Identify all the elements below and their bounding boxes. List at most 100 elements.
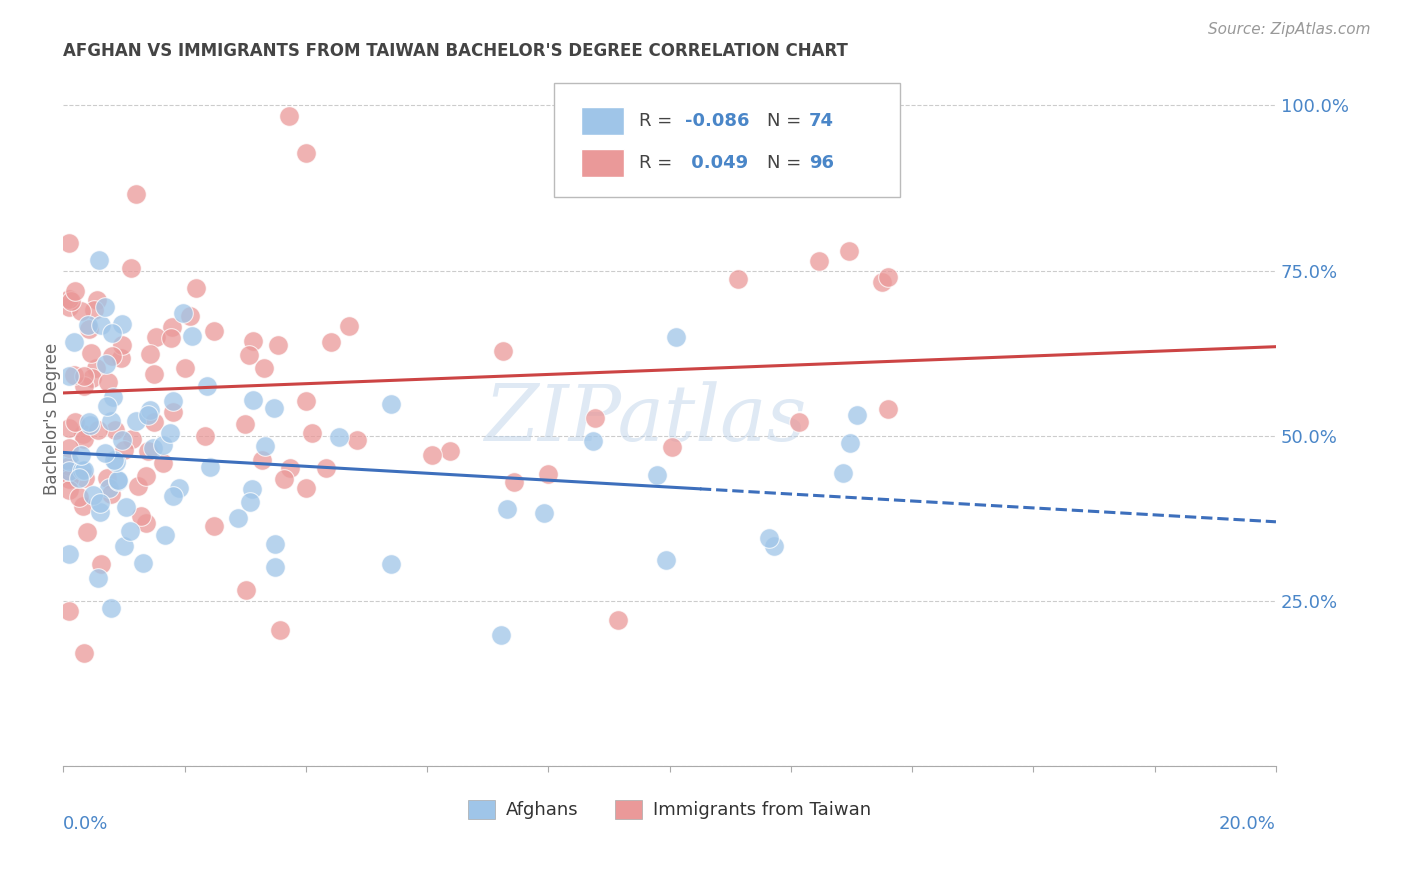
Point — [84, 361, 107, 376]
Point — [120, 524, 142, 538]
Point — [73, 369, 96, 384]
Point — [582, 434, 605, 448]
Point — [253, 360, 276, 375]
Point — [179, 310, 201, 324]
FancyBboxPatch shape — [581, 107, 623, 135]
Point — [76, 525, 98, 540]
Point — [70, 304, 93, 318]
Text: -0.086: -0.086 — [685, 112, 749, 130]
Point — [114, 442, 136, 457]
Point — [72, 500, 94, 514]
Point — [727, 271, 749, 285]
Point — [242, 334, 264, 348]
Point — [97, 481, 120, 495]
Point — [107, 475, 129, 489]
Point — [89, 505, 111, 519]
Point — [665, 330, 688, 344]
FancyBboxPatch shape — [581, 149, 623, 177]
Point — [787, 415, 810, 429]
Point — [80, 345, 103, 359]
Point — [242, 393, 264, 408]
Point — [58, 454, 80, 468]
Point — [254, 439, 277, 453]
Text: R =: R = — [640, 153, 685, 171]
Point — [267, 338, 290, 352]
Point — [67, 471, 90, 485]
Point — [226, 511, 249, 525]
Text: 74: 74 — [808, 112, 834, 130]
Point — [101, 349, 124, 363]
Point — [86, 293, 108, 307]
Point — [496, 502, 519, 516]
Point — [180, 329, 202, 343]
Point — [111, 318, 134, 332]
Point — [97, 375, 120, 389]
Point — [240, 482, 263, 496]
Point — [73, 471, 96, 485]
Point — [58, 604, 80, 618]
Point — [101, 390, 124, 404]
Point — [661, 440, 683, 454]
Text: R =: R = — [640, 112, 678, 130]
Point — [72, 427, 94, 442]
Point — [58, 293, 80, 307]
Point — [58, 464, 80, 478]
Point — [120, 260, 142, 275]
Point — [294, 481, 316, 495]
Point — [127, 479, 149, 493]
Point — [503, 475, 526, 489]
Point — [194, 429, 217, 443]
Point — [94, 300, 117, 314]
Point — [142, 367, 165, 381]
Point — [103, 453, 125, 467]
Point — [131, 556, 153, 570]
Point — [77, 415, 100, 429]
Point — [195, 379, 218, 393]
Point — [58, 368, 80, 383]
Point — [58, 467, 80, 481]
Point — [763, 539, 786, 553]
Point — [162, 394, 184, 409]
Point — [70, 448, 93, 462]
Point — [136, 444, 159, 458]
Point — [153, 527, 176, 541]
Point — [104, 423, 127, 437]
Point — [63, 334, 86, 349]
Point — [58, 483, 80, 498]
Text: 0.0%: 0.0% — [63, 815, 108, 833]
Point — [58, 236, 80, 251]
Point — [202, 519, 225, 533]
Point — [536, 467, 558, 481]
Text: Source: ZipAtlas.com: Source: ZipAtlas.com — [1208, 22, 1371, 37]
Point — [301, 425, 323, 440]
Point — [121, 433, 143, 447]
Point — [124, 414, 146, 428]
Point — [202, 324, 225, 338]
Point — [73, 432, 96, 446]
Point — [129, 508, 152, 523]
Point — [606, 613, 628, 627]
Text: 20.0%: 20.0% — [1219, 815, 1277, 833]
Point — [346, 433, 368, 447]
Point — [162, 489, 184, 503]
Point — [263, 401, 285, 416]
Point — [186, 280, 208, 294]
Point — [152, 456, 174, 470]
Point — [235, 583, 257, 598]
Point — [420, 448, 443, 462]
Point — [100, 326, 122, 340]
Point — [250, 452, 273, 467]
Point — [58, 547, 80, 561]
Point — [110, 351, 132, 365]
Point — [294, 393, 316, 408]
Point — [96, 471, 118, 485]
Point — [73, 463, 96, 477]
Point — [489, 628, 512, 642]
Point — [877, 401, 900, 416]
Point — [58, 458, 80, 473]
Point — [645, 468, 668, 483]
Text: N =: N = — [766, 153, 807, 171]
Point — [105, 455, 128, 469]
Point — [277, 109, 299, 123]
Point — [96, 400, 118, 414]
